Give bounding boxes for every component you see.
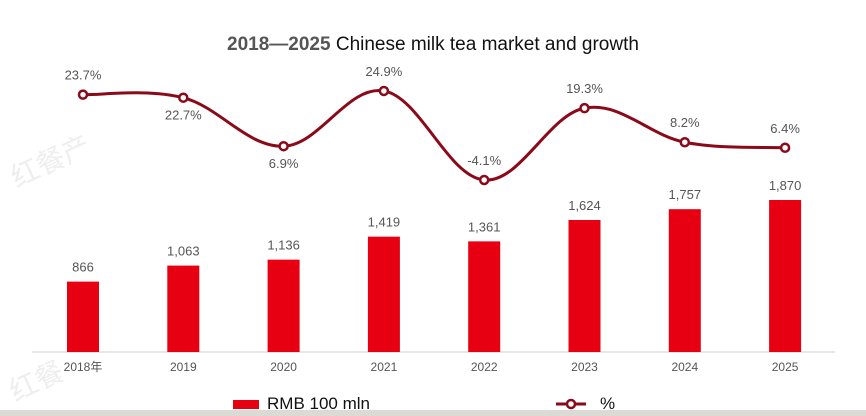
bar bbox=[468, 241, 501, 352]
growth-line bbox=[82, 89, 786, 182]
line-point bbox=[278, 140, 289, 152]
data-labels: 866 1,063 1,136 1,419 1,361 1,624 1,757 1,870 23… bbox=[65, 64, 802, 275]
bar bbox=[67, 281, 99, 352]
x-tick-label: 2020 bbox=[270, 360, 297, 374]
bar-value-label: 1,624 bbox=[568, 198, 601, 213]
x-tick-label: 2024 bbox=[671, 360, 698, 374]
x-tick-label: 2018年 bbox=[64, 360, 103, 374]
bar bbox=[568, 219, 601, 352]
legend-bar-swatch bbox=[233, 399, 259, 409]
chart-title: 2018—2025 Chinese milk tea market and gr… bbox=[0, 34, 866, 56]
legend-bar-label: RMB 100 mln bbox=[267, 394, 370, 413]
line-value-label: 8.2% bbox=[670, 115, 700, 130]
x-tick-label: 2021 bbox=[371, 360, 398, 374]
line-value-label: -4.1% bbox=[467, 153, 501, 168]
bar bbox=[668, 209, 701, 352]
x-tick-label: 2025 bbox=[772, 360, 799, 374]
line-point bbox=[77, 89, 89, 100]
line-value-label: 24.9% bbox=[365, 64, 402, 79]
bar-value-label: 1,063 bbox=[167, 244, 200, 259]
bar-value-label: 866 bbox=[72, 260, 94, 275]
title-text: Chinese milk tea market and growth bbox=[335, 34, 639, 55]
line-point bbox=[779, 142, 791, 154]
line-point bbox=[178, 92, 189, 103]
line-value-label: 6.9% bbox=[269, 156, 299, 171]
legend-line-swatch bbox=[556, 398, 586, 410]
footer-strip bbox=[0, 410, 866, 416]
legend-bar: RMB 100 mln bbox=[233, 394, 370, 414]
bar bbox=[167, 265, 200, 352]
x-tick-label: 2023 bbox=[571, 360, 598, 374]
line-point bbox=[478, 174, 490, 186]
line-value-label: 6.4% bbox=[770, 121, 800, 136]
line-value-label: 22.7% bbox=[165, 108, 202, 123]
x-axis: 2018年 2019 2020 2021 2022 2023 2024 2025 bbox=[32, 351, 836, 374]
x-tick-label: 2022 bbox=[471, 360, 498, 374]
bar-series bbox=[67, 200, 802, 352]
line-value-label: 23.7% bbox=[65, 68, 102, 83]
title-year-range: 2018—2025 bbox=[227, 34, 331, 55]
bar-value-label: 1,136 bbox=[267, 238, 300, 253]
bar-value-label: 1,419 bbox=[368, 215, 401, 230]
x-tick-label: 2019 bbox=[170, 360, 197, 374]
bar bbox=[267, 259, 300, 352]
line-point bbox=[579, 102, 590, 114]
line-series bbox=[77, 85, 791, 186]
legend-line-label: % bbox=[600, 394, 616, 413]
bar bbox=[769, 200, 802, 352]
line-point bbox=[679, 136, 691, 148]
bar bbox=[367, 236, 400, 352]
legend-line: % bbox=[556, 394, 615, 414]
bar-value-label: 1,361 bbox=[468, 219, 501, 234]
bar-value-label: 1,757 bbox=[669, 187, 702, 202]
line-value-label: 19.3% bbox=[566, 81, 603, 96]
line-point bbox=[378, 85, 390, 97]
bar-value-label: 1,870 bbox=[769, 178, 802, 193]
